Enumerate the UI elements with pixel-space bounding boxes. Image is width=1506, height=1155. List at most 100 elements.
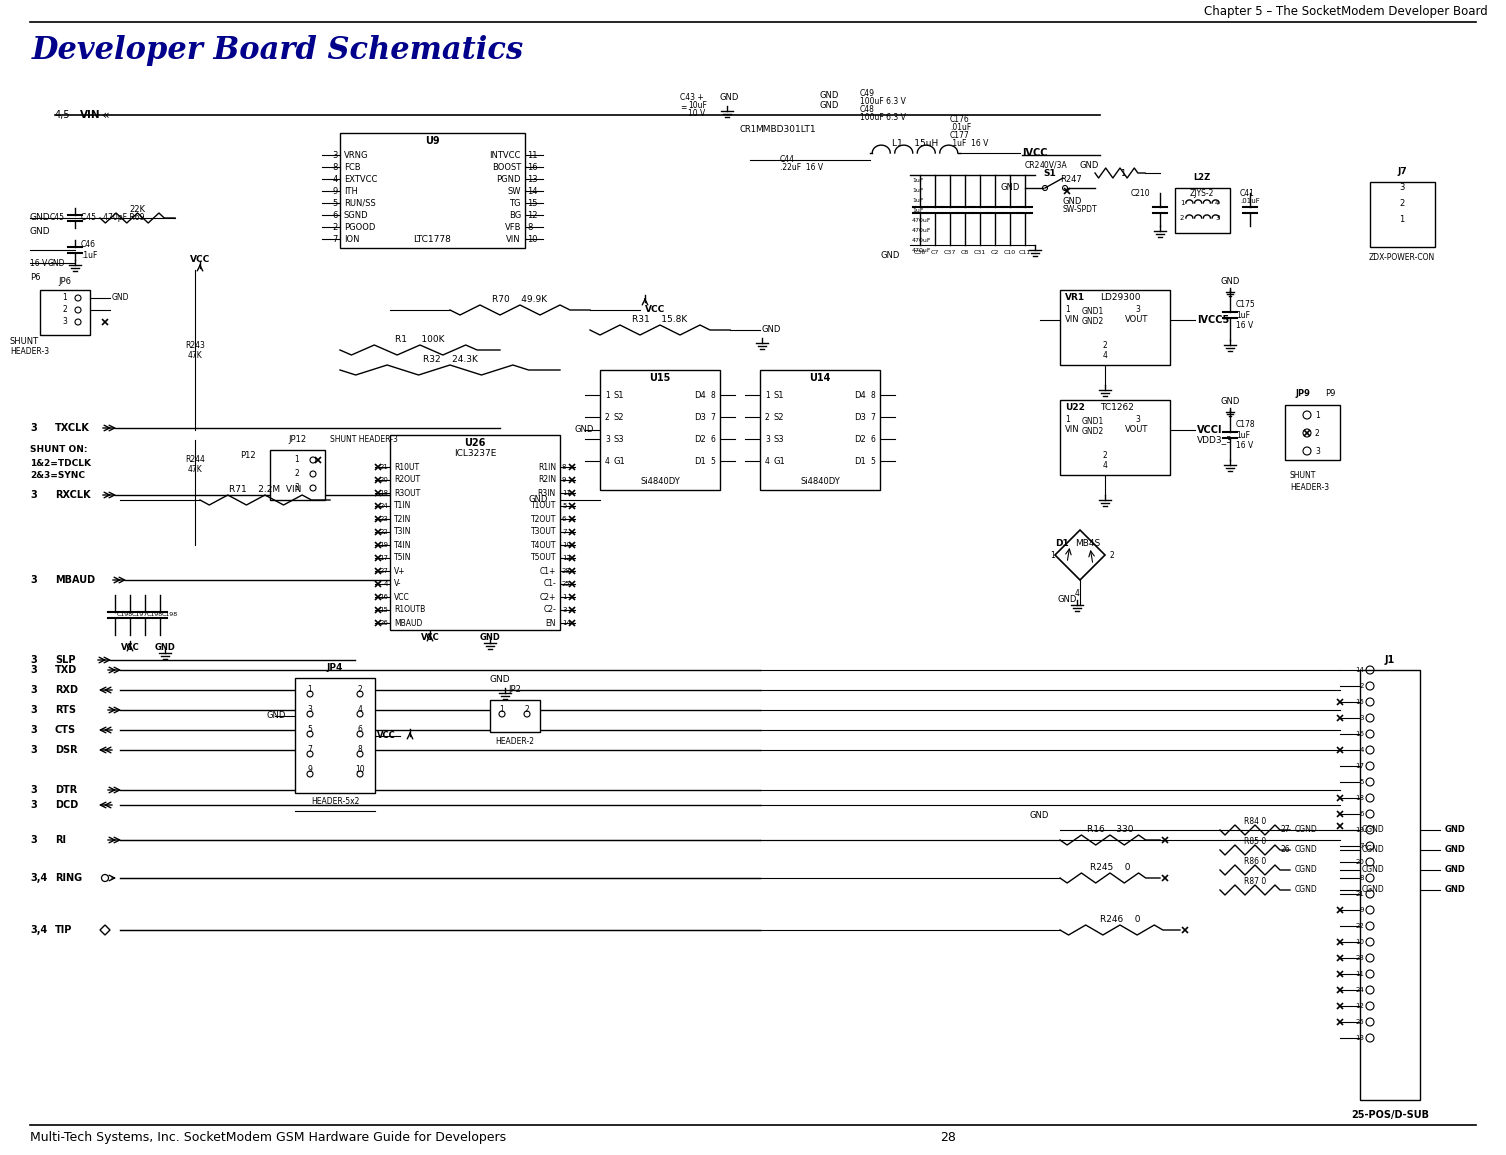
Text: 9: 9	[307, 766, 312, 775]
Text: 8: 8	[711, 390, 715, 400]
Text: 1: 1	[1399, 216, 1405, 224]
Text: 28: 28	[562, 568, 571, 574]
Text: .1uF  16 V: .1uF 16 V	[950, 140, 988, 149]
Text: C198: C198	[163, 612, 178, 618]
Text: DCD: DCD	[56, 800, 78, 810]
Text: C31: C31	[974, 251, 986, 255]
Text: 2: 2	[1181, 215, 1184, 221]
Text: HEADER-2: HEADER-2	[495, 738, 535, 746]
Text: 3: 3	[30, 800, 36, 810]
Text: 8: 8	[562, 464, 566, 470]
Text: VDD3_3: VDD3_3	[1197, 435, 1233, 445]
Text: .01uF: .01uF	[950, 124, 971, 133]
Text: R1IN: R1IN	[538, 462, 556, 471]
Text: T4OUT: T4OUT	[530, 541, 556, 550]
Text: R87 0: R87 0	[1244, 878, 1267, 887]
Text: C2+: C2+	[539, 593, 556, 602]
Text: 1: 1	[1315, 410, 1319, 419]
Text: S1: S1	[774, 390, 785, 400]
Text: P9: P9	[1325, 388, 1336, 397]
Text: 10: 10	[527, 234, 538, 244]
Text: 28: 28	[940, 1131, 956, 1143]
Text: VCC: VCC	[395, 593, 410, 602]
Text: 4,5: 4,5	[56, 110, 71, 120]
Text: C177: C177	[950, 132, 970, 141]
Text: BG: BG	[509, 210, 521, 219]
Text: SLP: SLP	[56, 655, 75, 665]
Text: R246    0: R246 0	[1099, 916, 1140, 924]
Text: 6: 6	[562, 516, 566, 522]
Text: P12: P12	[239, 450, 256, 460]
Text: S3: S3	[774, 434, 785, 444]
Text: 10: 10	[355, 766, 364, 775]
Text: C198: C198	[148, 612, 163, 618]
Text: 5: 5	[870, 456, 875, 465]
Text: GND: GND	[479, 633, 500, 642]
Text: 6: 6	[333, 210, 337, 219]
Text: SHUNT: SHUNT	[11, 337, 39, 346]
Text: C36: C36	[914, 251, 926, 255]
Text: 1: 1	[765, 390, 770, 400]
Text: 47K: 47K	[188, 465, 202, 475]
Text: JP6: JP6	[59, 277, 71, 286]
Text: 3: 3	[1136, 306, 1140, 314]
Text: S1: S1	[1044, 169, 1056, 178]
Text: 3: 3	[30, 835, 36, 845]
Text: 2: 2	[357, 686, 363, 694]
Text: RUN/SS: RUN/SS	[343, 199, 376, 208]
Text: C43 +: C43 +	[681, 94, 703, 103]
Text: U9: U9	[425, 136, 440, 146]
Text: D4: D4	[694, 390, 706, 400]
Text: HEADER-3: HEADER-3	[1291, 483, 1330, 492]
Text: 470uF: 470uF	[913, 217, 932, 223]
Text: C1-: C1-	[544, 580, 556, 589]
Text: GND: GND	[155, 643, 175, 653]
Text: D3: D3	[694, 412, 706, 422]
Text: 2: 2	[605, 412, 610, 422]
Text: 2: 2	[1399, 200, 1405, 209]
Text: CTS: CTS	[56, 725, 77, 735]
Text: 4: 4	[1215, 200, 1220, 206]
Bar	[489, 700, 541, 732]
Text: 14: 14	[562, 620, 571, 626]
Text: GND: GND	[819, 90, 839, 99]
Text: GND: GND	[1220, 397, 1239, 407]
Text: S3: S3	[614, 434, 625, 444]
Text: 1: 1	[1065, 416, 1069, 425]
Text: 5: 5	[1360, 778, 1364, 785]
Text: GND: GND	[489, 676, 511, 685]
Text: GND: GND	[575, 425, 595, 434]
Text: 470uF: 470uF	[913, 238, 932, 243]
Text: JP2: JP2	[509, 686, 521, 694]
Text: IVCC: IVCC	[1023, 148, 1048, 158]
Text: 14: 14	[527, 186, 538, 195]
Text: BOOST: BOOST	[492, 163, 521, 171]
Text: C210: C210	[1131, 188, 1151, 198]
Text: GND: GND	[1444, 865, 1465, 874]
Text: 2: 2	[1102, 450, 1107, 460]
Text: RI: RI	[56, 835, 66, 845]
Text: MB4S: MB4S	[1075, 538, 1101, 547]
Text: 2&3=SYNC: 2&3=SYNC	[30, 471, 84, 480]
Text: R2IN: R2IN	[538, 476, 556, 484]
Text: VOUT: VOUT	[1125, 315, 1149, 325]
Text: R86 0: R86 0	[1244, 857, 1267, 866]
Text: 3: 3	[30, 665, 36, 675]
Text: C37: C37	[944, 251, 956, 255]
Text: GND: GND	[267, 711, 286, 721]
Text: U26: U26	[464, 438, 486, 448]
Text: Si4840DY: Si4840DY	[800, 477, 840, 486]
Text: 10 V: 10 V	[688, 109, 705, 118]
Text: D1: D1	[1056, 538, 1069, 547]
Text: 5: 5	[307, 725, 312, 735]
Text: VCC: VCC	[376, 731, 396, 740]
Text: R31    15.8K: R31 15.8K	[633, 315, 688, 325]
Text: FCB: FCB	[343, 163, 360, 171]
Text: 20: 20	[1355, 859, 1364, 865]
Text: R10UT: R10UT	[395, 462, 419, 471]
Text: 27: 27	[1280, 826, 1291, 835]
Text: GND1: GND1	[1081, 307, 1104, 316]
Text: C8: C8	[961, 251, 970, 255]
Text: C11: C11	[1020, 251, 1032, 255]
Text: 4: 4	[384, 581, 389, 587]
